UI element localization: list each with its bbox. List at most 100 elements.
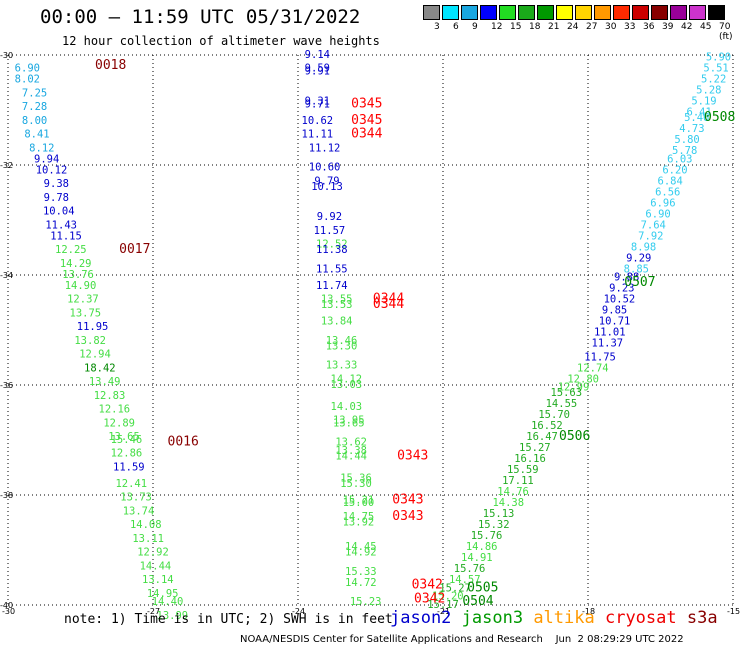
wave-height-value: 10.52 — [604, 294, 636, 306]
satellite-legend-item: altika — [533, 608, 605, 628]
wave-height-value: 13.38 — [335, 445, 367, 457]
wave-height-values: 6.908.027.257.288.008.418.129.9410.129.3… — [15, 49, 731, 622]
color-scale-label: 33 — [624, 22, 636, 32]
wave-height-value: 13.53 — [321, 299, 353, 311]
wave-height-value: 15.13 — [483, 508, 515, 520]
wave-height-value: 13.65 — [108, 431, 140, 443]
wave-height-value: 10.71 — [599, 316, 631, 328]
longitude-tick-label: -30 — [2, 607, 15, 616]
wave-height-value: 10.62 — [302, 115, 334, 127]
wave-height-value: 5.51 — [703, 63, 728, 75]
wave-height-value: 13.75 — [70, 307, 102, 319]
map-title: 00:00 – 11:59 UTC 05/31/2022 — [40, 6, 361, 28]
wave-height-value: 11.57 — [314, 225, 346, 237]
wave-height-value: 12.83 — [94, 390, 126, 402]
map-grid — [7, 54, 734, 606]
pass-time-label: 0345 — [351, 96, 382, 111]
pass-time-label: 0344 — [351, 127, 382, 142]
pass-time-label: 0345 — [351, 113, 382, 128]
wave-height-value: 10.13 — [311, 181, 343, 193]
wave-height-value: 12.74 — [577, 362, 609, 374]
wave-height-value: 15.20 — [432, 591, 464, 603]
wave-height-value: 11.43 — [45, 219, 77, 231]
color-scale-label: 6 — [453, 22, 459, 32]
wave-height-value: 9.38 — [44, 178, 69, 190]
wave-height-value: 6.03 — [667, 153, 692, 165]
color-scale-swatch — [632, 5, 649, 20]
wave-height-value: 6.84 — [658, 175, 683, 187]
wave-height-value: 11.59 — [113, 461, 145, 473]
wave-height-value: 6.20 — [662, 164, 687, 176]
longitude-tick-label: -18 — [582, 607, 595, 616]
color-scale-swatch — [670, 5, 687, 20]
pass-time-label: 0507 — [624, 275, 655, 290]
wave-height-value: 15.33 — [345, 566, 377, 578]
wave-height-value: 16.47 — [526, 431, 558, 443]
wave-height-value: 13.95 — [333, 415, 365, 427]
pass-time-label: 0344 — [373, 297, 404, 312]
wave-height-value: 8.02 — [15, 74, 40, 86]
wave-height-value: 9.78 — [44, 192, 69, 204]
wave-height-value: 16.16 — [514, 453, 546, 465]
color-scale-label: 45 — [700, 22, 712, 32]
color-scale-swatch — [480, 5, 497, 20]
wave-height-value: 12.41 — [115, 478, 147, 490]
wave-height-value: 13.14 — [142, 574, 174, 586]
color-scale-swatch — [594, 5, 611, 20]
color-scale-swatch — [689, 5, 706, 20]
satellite-legend-item: jason3 — [461, 608, 534, 628]
wave-height-value: 12.80 — [567, 373, 599, 385]
wave-height-value: 15.32 — [478, 519, 510, 531]
longitude-tick-label: -27 — [147, 607, 160, 616]
wave-height-value: 9.31 — [305, 96, 330, 108]
pass-time-label: 0344 — [373, 292, 404, 307]
wave-height-value: 8.98 — [631, 241, 656, 253]
color-scale-swatch — [518, 5, 535, 20]
wave-height-value: 13.11 — [132, 533, 164, 545]
wave-height-value: 13.84 — [321, 316, 353, 328]
wave-height-value: 10.60 — [309, 162, 341, 174]
color-scale-label: 42 — [681, 22, 693, 32]
color-scale-label: 15 — [510, 22, 522, 32]
wave-height-value: 10.12 — [36, 164, 68, 176]
pass-time-label: 0342 — [412, 578, 443, 593]
wave-height-value: 9.23 — [609, 283, 634, 295]
wave-height-value: 5.22 — [701, 74, 726, 86]
pass-time-label: 0505 — [467, 580, 498, 595]
color-scale-label: 12 — [491, 22, 503, 32]
wave-height-value: 7.92 — [638, 230, 663, 242]
wave-height-value: 14.91 — [461, 552, 493, 564]
wave-height-value: 15.00 — [343, 497, 375, 509]
wave-height-value: 14.72 — [345, 577, 377, 589]
pass-time-label: 0018 — [95, 58, 126, 73]
wave-height-value: 13.33 — [326, 360, 358, 372]
wave-height-value: 9.85 — [602, 305, 627, 317]
wave-height-value: 13.03 — [331, 379, 363, 391]
wave-height-value: 9.79 — [314, 175, 339, 187]
wave-height-value: 11.95 — [77, 321, 109, 333]
color-scale-swatch — [651, 5, 668, 20]
satellite-legend: jason2 jason3 altika cryosat s3a — [390, 608, 718, 628]
wave-height-value: 11.37 — [592, 338, 624, 350]
wave-height-value: 11.01 — [594, 327, 626, 339]
color-scale-swatch — [461, 5, 478, 20]
wave-height-value: 6.56 — [655, 186, 680, 198]
satellite-legend-item: cryosat — [604, 608, 687, 628]
wave-height-value: 9.91 — [305, 65, 330, 77]
wave-height-value: 15.46 — [111, 434, 143, 446]
color-scale-swatch — [556, 5, 573, 20]
wave-height-value: 15.76 — [471, 530, 503, 542]
color-scale-label: 30 — [605, 22, 617, 32]
wave-height-value: 5.46 — [684, 112, 709, 124]
wave-height-value: 11.15 — [50, 230, 82, 242]
credit-line: NOAA/NESDIS Center for Satellite Applica… — [240, 634, 684, 645]
wave-height-value: 5.80 — [674, 134, 699, 146]
wave-height-value: 9.94 — [34, 153, 59, 165]
wave-height-value: 14.12 — [331, 373, 363, 385]
wave-height-value: 11.12 — [309, 142, 341, 154]
pass-time-label: 0342 — [414, 591, 445, 606]
wave-height-value: 15.76 — [454, 563, 486, 575]
wave-height-value: 8.12 — [29, 142, 54, 154]
wave-height-value: 15.30 — [340, 478, 372, 490]
color-scale-label: 3 — [434, 22, 440, 32]
